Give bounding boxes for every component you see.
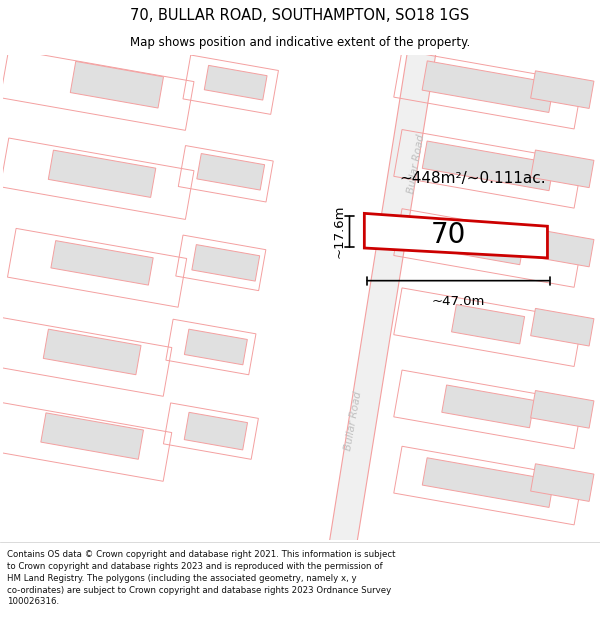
Polygon shape <box>184 329 247 365</box>
Polygon shape <box>422 141 554 191</box>
Text: 70, BULLAR ROAD, SOUTHAMPTON, SO18 1GS: 70, BULLAR ROAD, SOUTHAMPTON, SO18 1GS <box>130 8 470 23</box>
Polygon shape <box>43 329 141 375</box>
Text: Contains OS data © Crown copyright and database right 2021. This information is : Contains OS data © Crown copyright and d… <box>7 550 396 606</box>
Polygon shape <box>530 229 594 267</box>
Polygon shape <box>70 61 164 108</box>
Text: ~17.6m: ~17.6m <box>332 205 346 258</box>
Polygon shape <box>41 413 143 459</box>
Polygon shape <box>452 304 524 344</box>
Text: 70: 70 <box>431 221 466 249</box>
Polygon shape <box>197 154 265 190</box>
Text: Bullar Road: Bullar Road <box>343 391 364 452</box>
Polygon shape <box>530 464 594 501</box>
Polygon shape <box>452 226 524 265</box>
Polygon shape <box>48 150 156 198</box>
Polygon shape <box>184 412 248 450</box>
Polygon shape <box>204 66 267 100</box>
Polygon shape <box>442 385 535 428</box>
Polygon shape <box>422 458 554 508</box>
Polygon shape <box>192 244 260 281</box>
Text: ~448m²/~0.111ac.: ~448m²/~0.111ac. <box>399 171 545 186</box>
Polygon shape <box>530 150 594 188</box>
Text: ~47.0m: ~47.0m <box>431 294 485 308</box>
Polygon shape <box>530 71 594 109</box>
Polygon shape <box>422 61 554 112</box>
Text: Map shows position and indicative extent of the property.: Map shows position and indicative extent… <box>130 36 470 49</box>
Polygon shape <box>530 308 594 346</box>
Polygon shape <box>530 391 594 428</box>
Polygon shape <box>329 55 436 540</box>
Text: Bullar Road: Bullar Road <box>406 134 427 194</box>
Polygon shape <box>51 241 153 285</box>
Polygon shape <box>364 213 547 258</box>
